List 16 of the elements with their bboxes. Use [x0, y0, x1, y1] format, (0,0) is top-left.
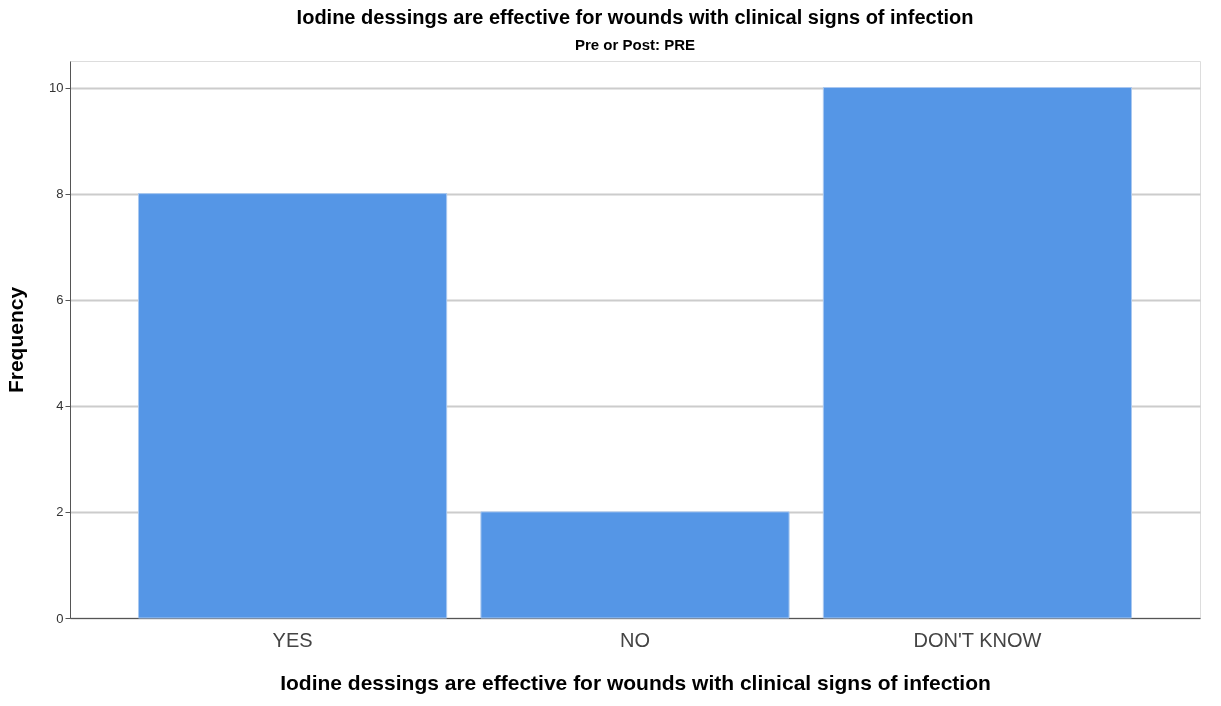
- y-tick-label: 8: [56, 186, 64, 202]
- bar: [480, 511, 790, 619]
- y-tick-label: 4: [56, 398, 64, 414]
- chart-title: Iodine dessings are effective for wounds with clinical signs of infection: [296, 6, 974, 28]
- x-axis-title: Iodine dessings are effective for wounds with clinical signs of infection: [280, 670, 991, 694]
- bar: [822, 87, 1133, 619]
- y-tick-label: 6: [56, 292, 64, 308]
- x-tick-label: NO: [620, 628, 650, 651]
- y-tick-label: 2: [56, 504, 64, 520]
- y-tick-label: 0: [56, 610, 64, 626]
- x-tick-label: YES: [272, 628, 313, 651]
- x-tick-label: DON'T KNOW: [913, 628, 1042, 651]
- chart-subtitle: Pre or Post: PRE: [574, 36, 696, 53]
- bar: [137, 193, 448, 619]
- y-tick-label: 10: [49, 80, 64, 96]
- y-axis-title: Frequency: [4, 286, 28, 394]
